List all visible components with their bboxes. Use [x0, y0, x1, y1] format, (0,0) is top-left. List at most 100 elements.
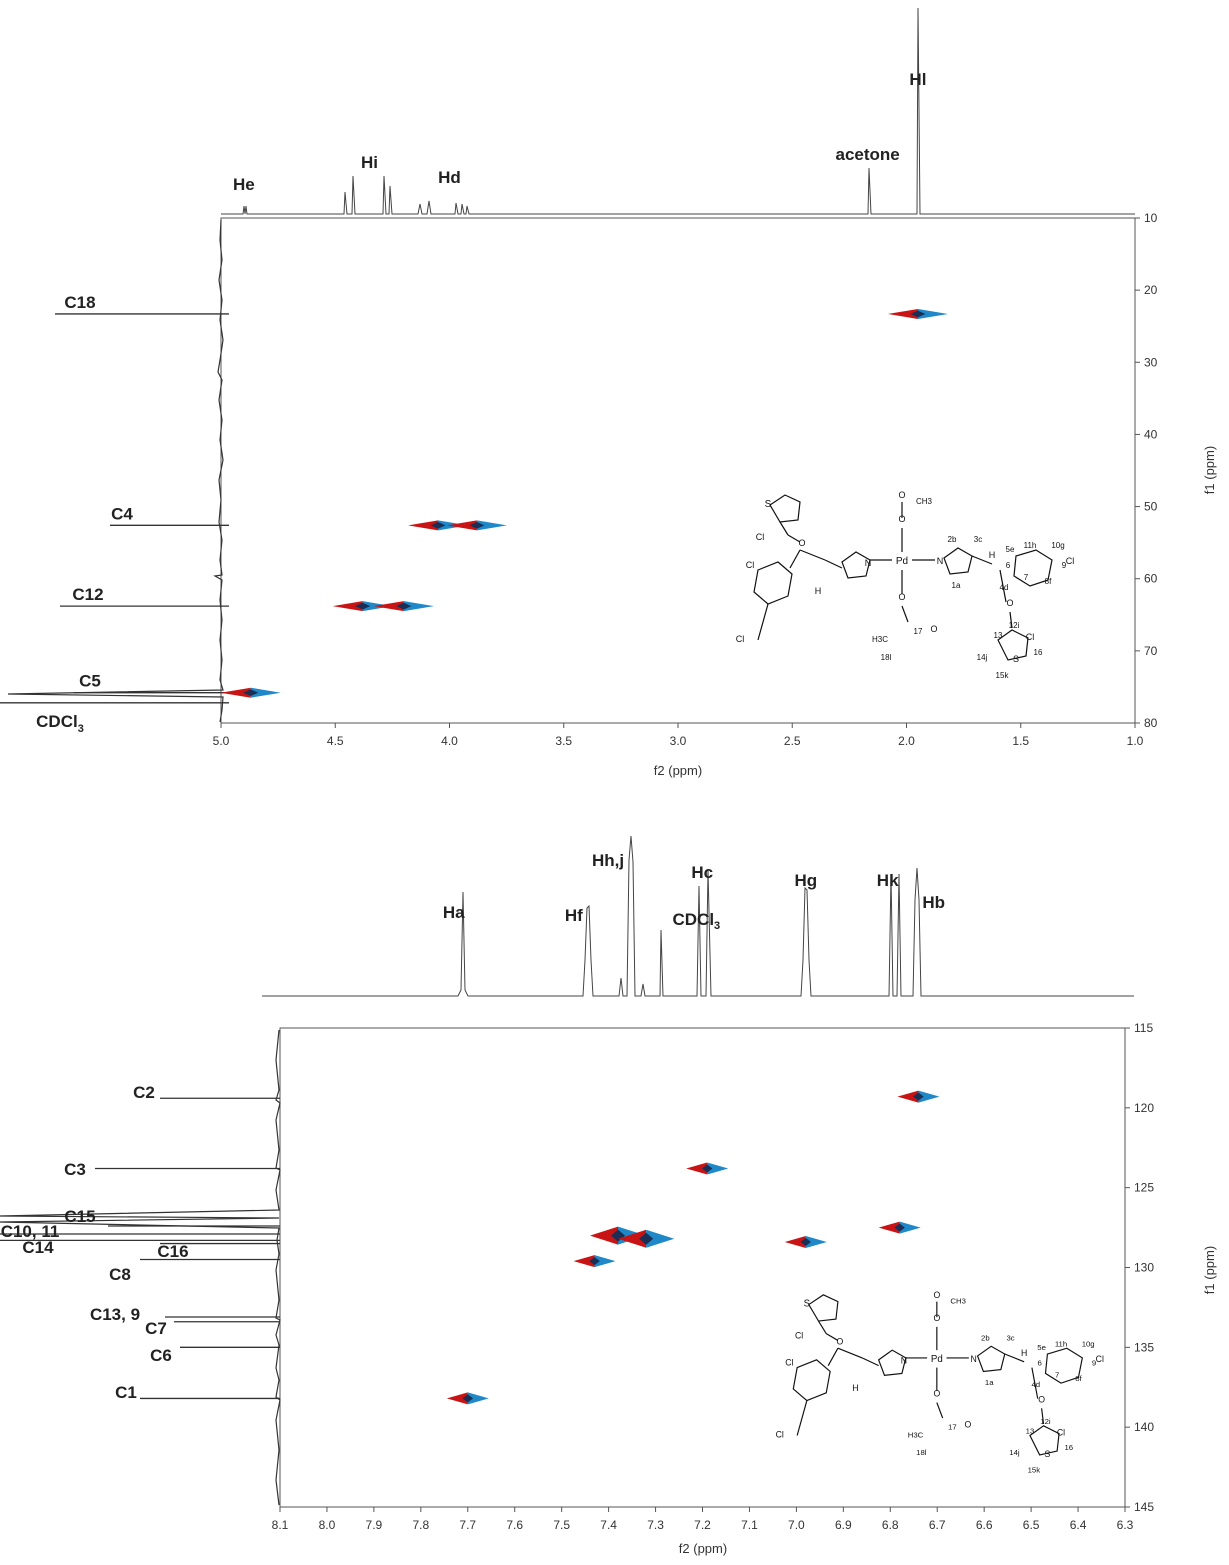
atom-label: 3c: [1006, 1333, 1014, 1342]
carbon-peak-label: C12: [72, 585, 103, 604]
x-tick-label: 7.7: [459, 1518, 476, 1532]
x-tick-label: 7.9: [366, 1518, 383, 1532]
atom-label: 13: [1026, 1427, 1035, 1436]
proton-spectrum-trace: [221, 7, 1135, 215]
carbon-label-text: C1: [115, 1383, 137, 1402]
cross-peak-core: [469, 521, 485, 529]
cross-peak-red-lobe: [573, 1255, 595, 1268]
carbon-peak-label: C2: [133, 1083, 155, 1102]
x-tick-label: 3.0: [670, 734, 687, 748]
atom-label: H3C: [908, 1430, 924, 1439]
cross-peak-blue-lobe: [899, 1221, 921, 1234]
proton-peak-label: Hl: [909, 70, 926, 89]
proton-peak-label: Hf: [565, 906, 583, 925]
carbon-label-text: C18: [64, 293, 95, 312]
atom-label: 12i: [1040, 1417, 1051, 1426]
carbon-label-text: C2: [133, 1083, 155, 1102]
atom-label: 4d: [1031, 1380, 1040, 1389]
cross-peaks: [220, 308, 948, 698]
cross-peak-blue-lobe: [805, 1235, 827, 1248]
atom-label: Cl: [1096, 1354, 1104, 1364]
atom-label: O: [1038, 1395, 1045, 1405]
atom-label: N: [865, 558, 872, 568]
atom-label: N: [901, 1356, 907, 1366]
x-tick-label: 7.4: [600, 1518, 617, 1532]
ring: [1013, 549, 1053, 587]
cross-peak-core: [396, 602, 412, 610]
atom-label: Pd: [931, 1354, 943, 1365]
proton-peak-label: CDCl3: [672, 910, 720, 932]
atom-label: 5e: [1037, 1343, 1046, 1352]
carbon-peak-label: C14: [22, 1238, 54, 1257]
carbon-peak-label: C1: [115, 1383, 137, 1402]
ring: [769, 494, 801, 523]
carbon-label-text: C15: [64, 1207, 95, 1226]
bond: [901, 605, 909, 623]
cross-peak-red-lobe: [784, 1235, 806, 1248]
atom-label: O: [1006, 598, 1013, 608]
x-tick-label: 6.5: [1023, 1518, 1040, 1532]
x-tick-label: 6.9: [835, 1518, 852, 1532]
atom-label: Cl: [756, 532, 765, 542]
cross-peak: [878, 1221, 921, 1234]
x-tick-label: 2.0: [898, 734, 915, 748]
cross-peak-blue-lobe: [707, 1162, 729, 1175]
y-tick-label: 115: [1134, 1021, 1153, 1035]
atom-label: CH3: [916, 497, 933, 506]
y-tick-label: 120: [1134, 1101, 1154, 1115]
cross-peak: [446, 1392, 489, 1405]
atom-label: 2b: [948, 535, 957, 544]
x-tick-label: 7.2: [694, 1518, 711, 1532]
bond: [757, 603, 769, 641]
x-tick-label: 3.5: [555, 734, 572, 748]
y-tick-label: 30: [1144, 355, 1158, 369]
atom-label: 15k: [996, 671, 1010, 680]
atom-label: H: [1021, 1348, 1027, 1358]
atom-label: S: [765, 499, 772, 510]
proton-peak-label: Hk: [877, 871, 899, 890]
carbon-label-text: C12: [72, 585, 103, 604]
carbon-peak-label: C15: [64, 1207, 95, 1226]
aromatic-hsqc-panel: 8.1 8.0 7.9 7.8 7.7 7.6 7.5 7.4 7.3 7.2 7.1 7.0 6.9 6…: [0, 835, 1217, 1556]
atom-label: Cl: [795, 1331, 803, 1341]
cross-peak-red-lobe: [590, 1226, 618, 1245]
bond: [796, 1400, 808, 1436]
y-axis-title: f1 (ppm): [1202, 1246, 1217, 1294]
cross-peak-core: [800, 1237, 812, 1246]
y-tick-label: 135: [1134, 1340, 1154, 1354]
atom-label: O: [933, 1290, 940, 1300]
proton-peak-label: acetone: [836, 145, 900, 164]
carbon-peak-label: CDCl3: [36, 712, 84, 735]
ring: [877, 1349, 907, 1376]
carbon-label-text: C13, 9: [90, 1305, 140, 1324]
atom-label: 8f: [1045, 577, 1052, 586]
plot-frame: [220, 217, 1136, 724]
atom-label: 7: [1055, 1370, 1059, 1379]
x-tick-label: 2.5: [784, 734, 801, 748]
y-tick-label: 10: [1144, 211, 1158, 225]
carbon-label-text: CDCl: [36, 712, 78, 731]
cross-peak-core: [701, 1164, 713, 1173]
plot-frame: [279, 1027, 1126, 1508]
proton-peak-label: Hi: [361, 153, 378, 172]
cross-peak-red-lobe: [446, 1392, 468, 1405]
y-tick-label: 140: [1134, 1420, 1154, 1434]
cross-peak-blue-lobe: [918, 1090, 940, 1103]
x-tick-label: 1.0: [1127, 734, 1144, 748]
proton-peak-label: Hc: [691, 863, 713, 882]
atom-label: O: [933, 1313, 940, 1323]
x-axis-title: f2 (ppm): [654, 763, 702, 778]
x-tick-label: 6.8: [882, 1518, 899, 1532]
cross-peak-blue-lobe: [403, 601, 434, 612]
cross-peak-red-lobe: [332, 601, 363, 612]
cross-peak-red-lobe: [887, 308, 918, 319]
carbon-peak-label: C18: [64, 293, 95, 312]
cross-peak: [373, 601, 434, 612]
y-tick-label: 145: [1134, 1500, 1154, 1514]
x-axis: 8.1 8.0 7.9 7.8 7.7 7.6 7.5 7.4 7.3 7.2 7.1 7.0 6.9 6…: [272, 1507, 1134, 1532]
carbon-peak-labels: C18 C4 C12 C5 CDCl3: [0, 293, 229, 735]
bond: [1004, 1353, 1025, 1363]
x-tick-label: 6.4: [1070, 1518, 1087, 1532]
y-tick-label: 130: [1134, 1261, 1154, 1275]
